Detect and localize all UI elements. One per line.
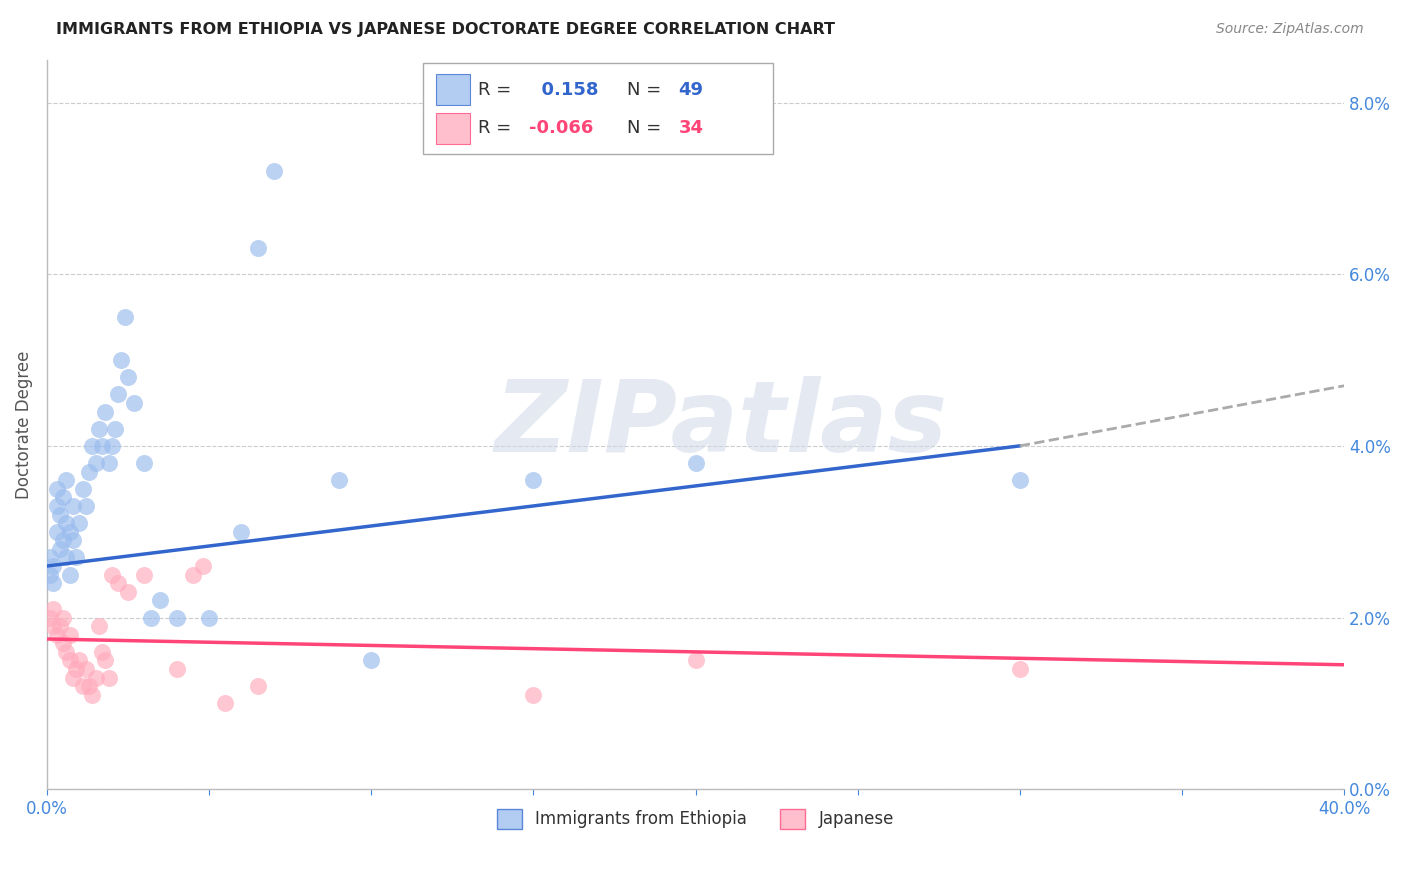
Point [42, 559, 65, 574]
Text: N =: N = [627, 120, 661, 137]
Point [100, 439, 122, 453]
Point [91, 645, 114, 659]
Point [77, 679, 100, 693]
Point [67, 653, 90, 667]
Point [198, 610, 221, 624]
Point [75, 662, 97, 676]
Point [58, 524, 80, 539]
Point [39, 610, 62, 624]
Point [97, 456, 120, 470]
Point [42, 619, 65, 633]
Point [65, 550, 87, 565]
Point [45, 499, 67, 513]
Point [52, 533, 75, 548]
Point [107, 576, 129, 591]
Point [52, 491, 75, 505]
Point [91, 439, 114, 453]
Point [84, 671, 107, 685]
Point [685, 653, 707, 667]
Point [246, 242, 269, 256]
Point [49, 508, 72, 522]
Point [134, 456, 156, 470]
Point [82, 439, 104, 453]
Point [82, 688, 104, 702]
Point [45, 628, 67, 642]
Point [1008, 473, 1031, 487]
Point [72, 482, 94, 496]
Y-axis label: Doctorate Degree: Doctorate Degree [15, 351, 32, 499]
Point [58, 628, 80, 642]
Point [149, 593, 172, 607]
Point [685, 456, 707, 470]
Point [94, 653, 117, 667]
Point [97, 671, 120, 685]
FancyBboxPatch shape [436, 74, 470, 105]
Point [214, 697, 236, 711]
Point [94, 404, 117, 418]
Point [166, 610, 188, 624]
Point [246, 679, 269, 693]
Point [39, 550, 62, 565]
Text: IMMIGRANTS FROM ETHIOPIA VS JAPANESE DOCTORATE DEGREE CORRELATION CHART: IMMIGRANTS FROM ETHIOPIA VS JAPANESE DOC… [56, 22, 835, 37]
Point [52, 636, 75, 650]
Point [134, 567, 156, 582]
Point [522, 473, 544, 487]
Text: -0.066: -0.066 [530, 120, 593, 137]
Point [55, 516, 77, 530]
Point [231, 524, 253, 539]
FancyBboxPatch shape [423, 63, 773, 154]
Point [42, 602, 65, 616]
Point [110, 353, 132, 368]
Point [522, 688, 544, 702]
Point [114, 310, 136, 325]
Text: R =: R = [478, 80, 510, 98]
Text: ZIPatlas: ZIPatlas [495, 376, 948, 473]
Point [1008, 662, 1031, 676]
Point [52, 610, 75, 624]
Point [62, 671, 84, 685]
Text: 0.158: 0.158 [530, 80, 599, 98]
Point [65, 662, 87, 676]
Point [45, 524, 67, 539]
Point [124, 396, 146, 410]
Point [87, 619, 110, 633]
Point [75, 499, 97, 513]
Point [104, 422, 127, 436]
Point [191, 559, 214, 574]
Point [58, 567, 80, 582]
Point [117, 370, 139, 384]
Point [67, 516, 90, 530]
Point [45, 482, 67, 496]
Text: 34: 34 [679, 120, 703, 137]
Point [62, 499, 84, 513]
Point [72, 679, 94, 693]
Point [263, 164, 285, 178]
Point [139, 610, 162, 624]
Point [62, 533, 84, 548]
Text: R =: R = [478, 120, 510, 137]
Point [181, 567, 204, 582]
Point [49, 541, 72, 556]
Point [55, 473, 77, 487]
Text: 49: 49 [679, 80, 703, 98]
Point [117, 584, 139, 599]
FancyBboxPatch shape [436, 113, 470, 144]
Point [84, 456, 107, 470]
Point [42, 576, 65, 591]
Point [49, 619, 72, 633]
Point [58, 653, 80, 667]
Text: Source: ZipAtlas.com: Source: ZipAtlas.com [1216, 22, 1364, 37]
Text: N =: N = [627, 80, 661, 98]
Point [360, 653, 382, 667]
Point [55, 645, 77, 659]
Point [55, 550, 77, 565]
Point [87, 422, 110, 436]
Point [39, 567, 62, 582]
Legend: Immigrants from Ethiopia, Japanese: Immigrants from Ethiopia, Japanese [491, 802, 901, 836]
Point [100, 567, 122, 582]
Point [107, 387, 129, 401]
Point [77, 465, 100, 479]
Point [328, 473, 350, 487]
Point [166, 662, 188, 676]
